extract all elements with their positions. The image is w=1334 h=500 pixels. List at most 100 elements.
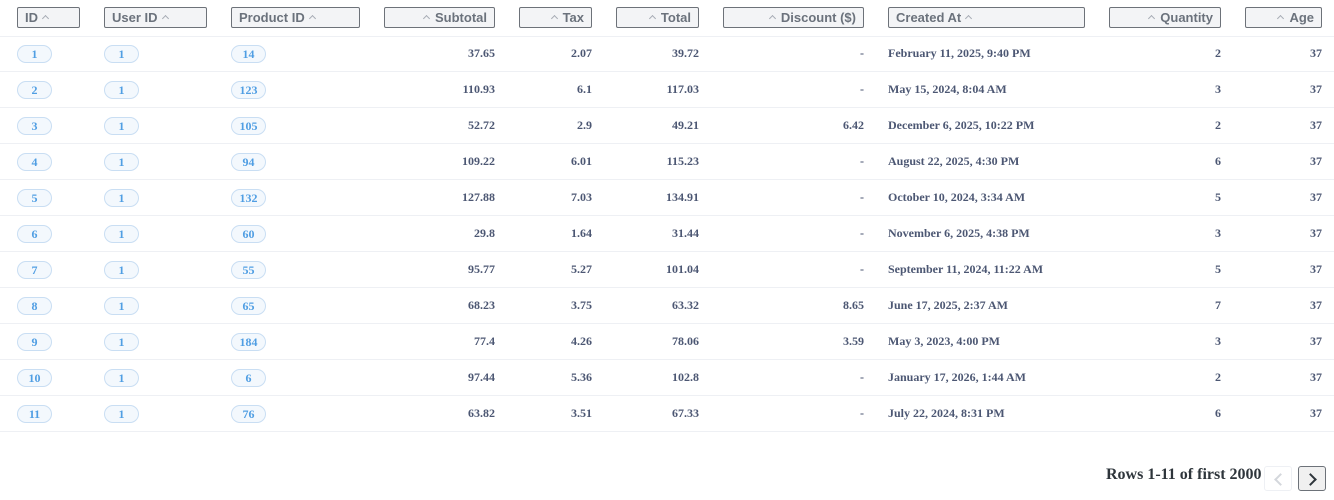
subtotal-cell: 109.22 — [462, 154, 495, 168]
tax-cell: 4.26 — [571, 334, 592, 348]
sort-ascending-icon — [648, 13, 658, 23]
created-at-cell: December 6, 2025, 10:22 PM — [888, 118, 1035, 132]
quantity-cell: 6 — [1215, 406, 1221, 420]
user-id-link[interactable]: 1 — [104, 297, 139, 315]
column-header-label: ID — [25, 10, 38, 25]
previous-page-button[interactable] — [1264, 466, 1292, 491]
subtotal-cell: 63.82 — [468, 406, 495, 420]
column-header-created-at[interactable]: Created At — [888, 7, 1085, 28]
product-id-link[interactable]: 14 — [231, 45, 266, 63]
id-link[interactable]: 5 — [17, 189, 52, 207]
user-id-link[interactable]: 1 — [104, 333, 139, 351]
total-cell: 78.06 — [672, 334, 699, 348]
chevron-left-icon — [1274, 473, 1287, 486]
column-header-label: Discount ($) — [780, 10, 856, 25]
user-id-link[interactable]: 1 — [104, 81, 139, 99]
sort-ascending-icon — [1276, 13, 1286, 23]
product-id-link[interactable]: 6 — [231, 369, 266, 387]
created-at-cell: August 22, 2025, 4:30 PM — [888, 154, 1020, 168]
subtotal-cell: 37.65 — [468, 46, 495, 60]
next-page-button[interactable] — [1298, 466, 1326, 491]
created-at-cell: May 3, 2023, 4:00 PM — [888, 334, 1000, 348]
tax-cell: 6.1 — [577, 82, 592, 96]
quantity-cell: 3 — [1215, 334, 1221, 348]
created-at-cell: October 10, 2024, 3:34 AM — [888, 190, 1026, 204]
sort-ascending-icon — [161, 13, 171, 23]
user-id-link[interactable]: 1 — [104, 117, 139, 135]
user-id-link[interactable]: 1 — [104, 261, 139, 279]
total-cell: 102.8 — [672, 370, 699, 384]
created-at-cell: July 22, 2024, 8:31 PM — [888, 406, 1005, 420]
product-id-link[interactable]: 76 — [231, 405, 266, 423]
age-cell: 37 — [1310, 298, 1322, 312]
column-header-label: Quantity — [1160, 10, 1213, 25]
age-cell: 37 — [1310, 154, 1322, 168]
table-row: 10 1 6 97.44 5.36 102.8 - January 17, 2026, 1:4… — [0, 360, 1334, 396]
column-header-product-id[interactable]: Product ID — [231, 7, 360, 28]
created-at-cell: May 15, 2024, 8:04 AM — [888, 82, 1007, 96]
user-id-link[interactable]: 1 — [104, 153, 139, 171]
tax-cell: 2.9 — [577, 118, 592, 132]
column-header-discount[interactable]: Discount ($) — [723, 7, 864, 28]
quantity-cell: 2 — [1215, 370, 1221, 384]
total-cell: 101.04 — [666, 262, 699, 276]
total-cell: 115.23 — [666, 154, 699, 168]
product-id-link[interactable]: 123 — [231, 81, 266, 99]
column-header-tax[interactable]: Tax — [519, 7, 592, 28]
id-link[interactable]: 6 — [17, 225, 52, 243]
sort-ascending-icon — [964, 13, 974, 23]
quantity-cell: 2 — [1215, 118, 1221, 132]
product-id-link[interactable]: 184 — [231, 333, 266, 351]
user-id-link[interactable]: 1 — [104, 369, 139, 387]
product-id-link[interactable]: 132 — [231, 189, 266, 207]
id-link[interactable]: 2 — [17, 81, 52, 99]
user-id-link[interactable]: 1 — [104, 225, 139, 243]
column-header-label: Created At — [896, 10, 962, 25]
subtotal-cell: 110.93 — [462, 82, 495, 96]
user-id-link[interactable]: 1 — [104, 45, 139, 63]
table-row: 6 1 60 29.8 1.64 31.44 - November 6, 2025, 4:38… — [0, 216, 1334, 252]
product-id-link[interactable]: 94 — [231, 153, 266, 171]
discount-cell: - — [860, 226, 864, 240]
subtotal-cell: 127.88 — [462, 190, 495, 204]
product-id-link[interactable]: 105 — [231, 117, 266, 135]
id-link[interactable]: 3 — [17, 117, 52, 135]
id-link[interactable]: 7 — [17, 261, 52, 279]
discount-cell: - — [860, 406, 864, 420]
column-header-subtotal[interactable]: Subtotal — [384, 7, 495, 28]
product-id-link[interactable]: 55 — [231, 261, 266, 279]
tax-cell: 6.01 — [571, 154, 592, 168]
tax-cell: 3.75 — [571, 298, 592, 312]
product-id-link[interactable]: 60 — [231, 225, 266, 243]
user-id-link[interactable]: 1 — [104, 405, 139, 423]
column-header-label: Total — [660, 10, 691, 25]
table-row: 3 1 105 52.72 2.9 49.21 6.42 December 6, 2025, … — [0, 108, 1334, 144]
created-at-cell: February 11, 2025, 9:40 PM — [888, 46, 1031, 60]
column-header-label: Subtotal — [435, 10, 487, 25]
sort-ascending-icon — [1147, 13, 1157, 23]
total-cell: 39.72 — [672, 46, 699, 60]
quantity-cell: 5 — [1215, 262, 1221, 276]
discount-cell: - — [860, 46, 864, 60]
sort-ascending-icon — [422, 13, 432, 23]
tax-cell: 1.64 — [571, 226, 592, 240]
product-id-link[interactable]: 65 — [231, 297, 266, 315]
column-header-user-id[interactable]: User ID — [104, 7, 207, 28]
column-header-age[interactable]: Age — [1245, 7, 1322, 28]
column-header-id[interactable]: ID — [17, 7, 80, 28]
id-link[interactable]: 10 — [17, 369, 52, 387]
column-header-quantity[interactable]: Quantity — [1109, 7, 1221, 28]
column-header-total[interactable]: Total — [616, 7, 699, 28]
id-link[interactable]: 4 — [17, 153, 52, 171]
subtotal-cell: 97.44 — [468, 370, 495, 384]
age-cell: 37 — [1310, 190, 1322, 204]
id-link[interactable]: 8 — [17, 297, 52, 315]
user-id-link[interactable]: 1 — [104, 189, 139, 207]
column-header-label: User ID — [112, 10, 158, 25]
id-link[interactable]: 9 — [17, 333, 52, 351]
id-link[interactable]: 11 — [17, 405, 52, 423]
id-link[interactable]: 1 — [17, 45, 52, 63]
discount-cell: 3.59 — [843, 334, 864, 348]
discount-cell: - — [860, 154, 864, 168]
age-cell: 37 — [1310, 334, 1322, 348]
